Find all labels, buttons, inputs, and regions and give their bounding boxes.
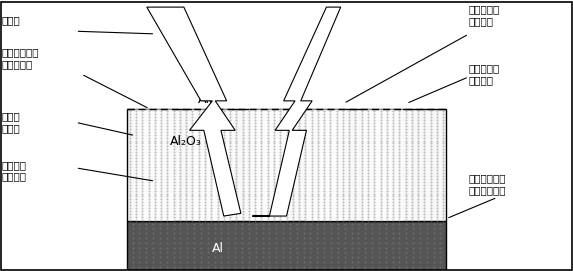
Text: Air: Air — [198, 93, 215, 106]
Text: 多孔氧化铝膜
和铝基底界面: 多孔氧化铝膜 和铝基底界面 — [469, 173, 507, 195]
FancyBboxPatch shape — [135, 109, 175, 221]
Text: 多孔氧
化铝膜: 多孔氧 化铝膜 — [1, 111, 20, 133]
Text: 入射光: 入射光 — [1, 15, 20, 25]
FancyBboxPatch shape — [363, 109, 403, 221]
Text: Al: Al — [212, 242, 224, 255]
Text: Al₂O₃: Al₂O₃ — [170, 134, 202, 147]
Polygon shape — [147, 7, 241, 216]
FancyBboxPatch shape — [127, 109, 446, 221]
FancyBboxPatch shape — [307, 109, 346, 221]
Text: 孔底所在平
面反射光: 孔底所在平 面反射光 — [469, 63, 500, 85]
Text: 多孔氧化
铝空气柱: 多孔氧化 铝空气柱 — [1, 160, 26, 181]
Text: 孔表所在平
面反射光: 孔表所在平 面反射光 — [469, 4, 500, 26]
FancyBboxPatch shape — [249, 109, 289, 221]
Text: 空气和多孔氧
化铝膜界面: 空气和多孔氧 化铝膜界面 — [1, 47, 39, 69]
FancyBboxPatch shape — [193, 109, 232, 221]
Polygon shape — [252, 7, 341, 216]
FancyBboxPatch shape — [127, 221, 446, 270]
